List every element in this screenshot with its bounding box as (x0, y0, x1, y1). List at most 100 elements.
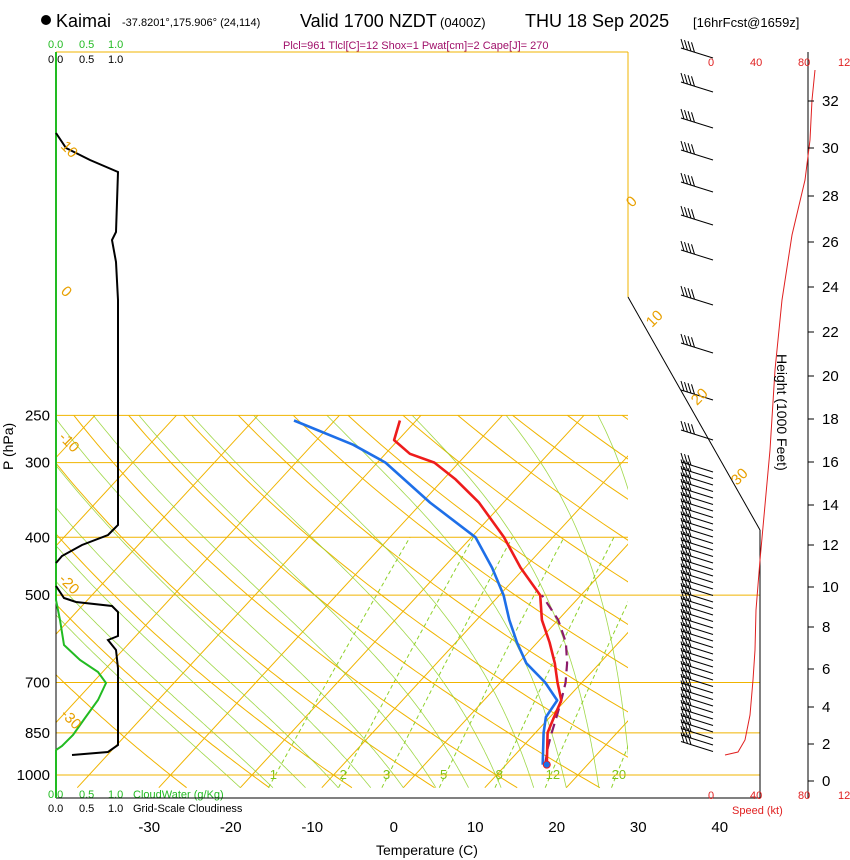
temperature-tick-label: 0 (390, 819, 398, 836)
wind-barb-feather (687, 41, 692, 52)
wind-barb-feather (687, 455, 692, 466)
wind-barb (680, 615, 714, 635)
wind-barb (680, 699, 714, 720)
wind-barb (680, 498, 714, 518)
height-tick-label: 20 (822, 368, 839, 385)
dry-adiabat-line (237, 414, 628, 713)
wind-barb (680, 517, 714, 538)
wind-barb-staff (680, 539, 714, 551)
wind-barb (680, 72, 714, 93)
isotherm-line (0, 415, 13, 787)
wind-barb-feather (684, 241, 688, 253)
wind-barb-feather (684, 694, 688, 705)
wind-barb (680, 621, 714, 642)
wind-barb (680, 641, 714, 661)
isotherm-line (402, 543, 628, 788)
wind-barb-feather (684, 544, 688, 556)
wind-barb (680, 491, 714, 512)
cloud-scale-bottom: 0.0 0.5 1.0 CloudWater (g/Kg) 0.0 0.5 1.… (48, 789, 243, 815)
sounding-traces (293, 419, 569, 769)
dry-adiabat-label: 20 (688, 385, 712, 409)
wind-barb-feather (687, 682, 692, 693)
wind-barb-staff (680, 682, 714, 694)
isotherm-label: 0 (57, 283, 75, 301)
wind-barb-feather (684, 466, 688, 478)
wind-barb-staff (680, 643, 714, 655)
wind-barb-staff (680, 689, 714, 700)
height-profile-line (724, 69, 816, 756)
wind-barb (680, 706, 714, 726)
wind-barb-staff (680, 630, 714, 642)
plot-frame (55, 51, 761, 799)
isotherm-line (565, 720, 628, 788)
wind-barb-staff (680, 47, 714, 59)
height-tick-label: 0 (822, 773, 830, 790)
wind-barb-feather (691, 424, 695, 435)
wind-barb-feather (684, 616, 688, 627)
wind-barb-feather (680, 693, 685, 704)
cloud-water-scale-05: 0.5 (79, 39, 94, 51)
isotherm-line (76, 414, 422, 788)
wind-barb-feather (684, 460, 688, 471)
pressure-tick-label: 1000 (17, 767, 50, 784)
wind-barb-staff (680, 695, 714, 707)
wind-barb-feather (687, 578, 692, 589)
moist-adiabat-line (56, 614, 241, 788)
wind-barb-feather (680, 673, 685, 685)
wind-barb (680, 556, 714, 577)
wind-barb-staff (680, 487, 714, 499)
wind-barb-feather (680, 543, 685, 555)
pressure-tick-label: 300 (25, 455, 50, 472)
wind-barb-feather (691, 176, 695, 187)
wind-barb-feather (687, 650, 692, 661)
pressure-tick-label: 400 (25, 529, 50, 546)
wind-barb-feather (680, 563, 685, 574)
isotherm-line (56, 414, 177, 547)
isotherm-line (648, 415, 850, 787)
wind-barb-feather (687, 585, 692, 596)
mixing-ratio-line (544, 601, 628, 788)
wind-barb-feather (687, 656, 692, 667)
cloud-water-scale-bottom-05: 0.5 (79, 789, 94, 801)
wind-barb-feather (687, 572, 692, 583)
isotherm-line (56, 414, 340, 724)
wind-barb-feather (684, 453, 688, 465)
moist-adiabat-line (505, 415, 628, 756)
wind-barb (680, 333, 714, 354)
wind-barb-feather (691, 76, 695, 87)
wind-barb-feather (684, 525, 688, 536)
wind-barb-feather (680, 72, 685, 84)
wind-barb-feather (687, 474, 692, 485)
height-tick-label: 24 (822, 279, 839, 296)
valid-date: THU 18 Sep 2025 (525, 11, 669, 31)
wind-barb-feather (680, 38, 685, 50)
wind-speed-scale: 0 40 80 12 0 40 80 12 Speed (kt) (708, 57, 850, 817)
dry-adiabat-line (56, 674, 187, 789)
wind-scale-top-80: 80 (798, 57, 810, 69)
wind-barb (680, 608, 714, 629)
wind-barb-staff (680, 552, 714, 564)
isotherm-line (321, 455, 628, 788)
wind-barb-feather (687, 715, 692, 726)
wind-barb (680, 537, 714, 557)
wind-barb (680, 719, 714, 739)
wind-barb-feather (680, 108, 685, 120)
wind-barb-feather (684, 583, 688, 595)
dry-adiabat-label: 0 (623, 193, 641, 211)
cloud-water-label: CloudWater (g/Kg) (133, 789, 224, 801)
wind-barb-feather (680, 478, 685, 490)
wind-barb-feather (680, 576, 685, 587)
wind-barb-feather (680, 582, 685, 594)
wind-barb-feather (687, 494, 692, 505)
isotherm-line (729, 415, 850, 787)
wind-barb-feather (687, 617, 692, 628)
mixing-ratio-label: 12 (546, 767, 560, 782)
wind-barb (680, 420, 714, 441)
wind-barb-feather (684, 518, 688, 530)
wind-barb-feather (680, 556, 685, 568)
wind-barb-feather (680, 140, 685, 152)
wind-barb-feather (680, 699, 685, 711)
wind-barb-staff (680, 676, 714, 687)
wind-barb-feather (691, 244, 695, 255)
cloud-water-profile (55, 52, 108, 798)
